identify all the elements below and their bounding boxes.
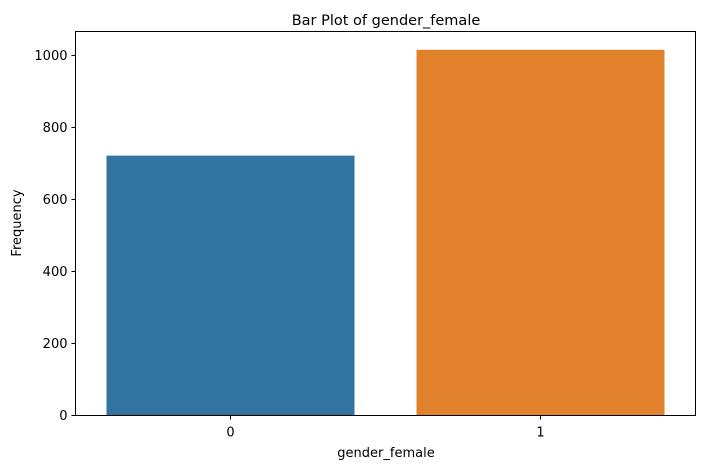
y-tick-label-0: 0	[59, 409, 67, 424]
y-tick-label-600: 600	[43, 193, 68, 208]
bar-0	[106, 155, 355, 416]
x-axis-title: gender_female	[337, 446, 434, 461]
y-axis-title: Frequency	[10, 189, 25, 256]
bars-group	[106, 49, 665, 416]
x-tick-label-0: 0	[226, 426, 234, 441]
y-tick-label-1000: 1000	[34, 49, 67, 64]
y-tick-label-800: 800	[43, 121, 68, 136]
y-tick-label-200: 200	[43, 337, 68, 352]
y-tick-label-400: 400	[43, 265, 68, 280]
y-axis: 0 200 400 600 800 1000	[34, 49, 76, 424]
chart-title: Bar Plot of gender_female	[292, 13, 481, 29]
plot-frame	[75, 31, 696, 416]
x-tick-label-1: 1	[536, 426, 544, 441]
bar-1	[416, 49, 665, 416]
